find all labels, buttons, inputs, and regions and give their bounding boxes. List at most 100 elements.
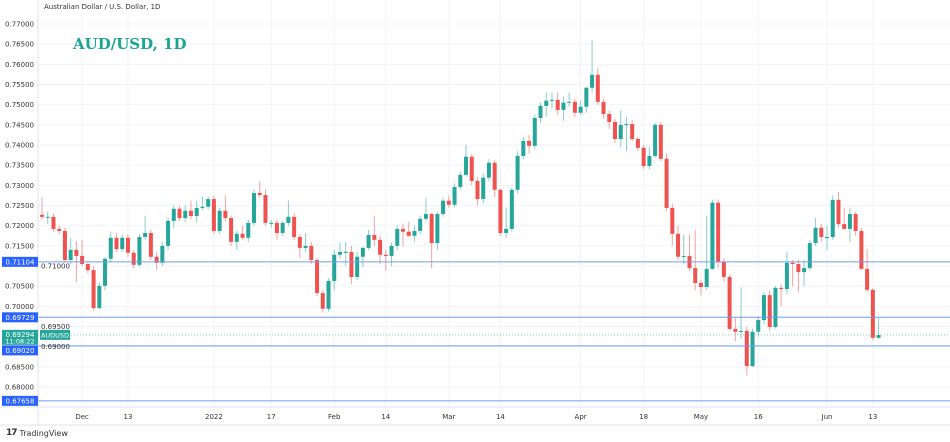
candle-body	[286, 216, 291, 223]
candle-body	[166, 220, 171, 246]
candle-down	[51, 213, 56, 232]
candle-up	[538, 102, 543, 123]
candle-body	[269, 222, 274, 224]
instrument-header: Australian Dollar / U.S. Dollar, 1D	[44, 3, 161, 11]
candle-body	[51, 216, 56, 229]
candle-body	[836, 199, 841, 225]
candle-body	[464, 156, 469, 175]
candle-down	[297, 234, 302, 258]
candle-body	[544, 100, 549, 106]
candle-body	[125, 237, 130, 253]
candle-body	[297, 236, 302, 248]
candle-body	[469, 156, 474, 181]
candle-down	[658, 121, 663, 162]
candle-body	[206, 199, 211, 207]
time-tick-label: 18	[639, 413, 648, 421]
time-axis[interactable]: Dec 13 2022 17 Feb 14 Mar 14 Apr 18 May 16 Jun 13	[0, 406, 950, 426]
candle-down	[292, 213, 297, 240]
candle-body	[303, 245, 308, 248]
candle-body	[486, 162, 491, 178]
candle-up	[269, 219, 274, 228]
candle-body	[613, 122, 617, 139]
candle-body	[876, 335, 881, 338]
candle-body	[870, 289, 875, 338]
candle-up	[389, 242, 394, 267]
candle-body	[412, 230, 417, 236]
candle-body	[337, 251, 342, 255]
candle-down	[687, 234, 692, 271]
candle-body	[263, 195, 268, 223]
symbol-label-bg	[40, 329, 70, 340]
time-tick-label: 2022	[205, 413, 223, 421]
candle-body	[372, 234, 377, 240]
candle-body	[395, 228, 400, 246]
candle-up	[246, 219, 251, 242]
time-tick-label: 14	[496, 413, 505, 421]
candle-body	[710, 202, 715, 269]
candle-down	[693, 229, 698, 291]
candle-up	[412, 225, 417, 242]
candle-body	[865, 268, 870, 290]
level-label-bg	[2, 312, 38, 323]
candle-body	[739, 330, 744, 332]
time-tick-label: 13	[123, 413, 132, 421]
candle-body	[756, 320, 761, 332]
candle-body	[234, 233, 239, 242]
candle-body	[635, 138, 640, 148]
candle-up	[458, 171, 463, 190]
candle-body	[148, 232, 153, 257]
candle-down	[630, 120, 635, 141]
price-tick-label: 0.74500	[5, 121, 34, 129]
candle-up	[252, 189, 257, 226]
candle-up	[97, 282, 102, 310]
level-label: 0.69020	[6, 347, 35, 355]
time-tick-label: Jun	[821, 413, 833, 421]
candle-up	[464, 145, 469, 177]
candle-body	[796, 264, 801, 273]
candle-body	[475, 180, 480, 200]
candle-down	[641, 145, 646, 170]
candle-body	[441, 200, 446, 215]
candle-down	[315, 257, 320, 297]
candle-body	[274, 222, 279, 233]
candle-up	[68, 237, 73, 265]
candle-body	[807, 243, 812, 269]
candle-body	[549, 99, 554, 101]
tradingview-logo[interactable]: 17 TradingView	[6, 428, 68, 438]
candle-body	[131, 252, 136, 265]
candle-body	[257, 193, 262, 196]
candle-body	[137, 236, 142, 265]
candle-body	[578, 106, 583, 113]
level-label-bg	[2, 345, 38, 356]
candle-up	[143, 215, 148, 240]
tradingview-brand: TradingView	[19, 428, 68, 438]
candle-up	[217, 207, 222, 234]
price-axis[interactable]: 0.77000 0.76500 0.76000 0.75500 0.75000 0.745…	[0, 0, 70, 425]
candle-up	[750, 328, 755, 367]
candle-body	[85, 264, 90, 271]
candle-up	[624, 116, 629, 152]
current-price-label-bg	[2, 329, 38, 345]
candle-up	[355, 251, 360, 281]
candle-body	[670, 207, 675, 234]
candle-down	[62, 227, 67, 263]
candle-down	[744, 326, 749, 376]
candle-up	[584, 86, 589, 113]
candle-body	[62, 230, 67, 260]
candle-body	[332, 254, 337, 281]
time-tick-label: May	[694, 413, 708, 421]
price-tick-label: 0.75000	[5, 101, 34, 109]
candle-body	[733, 328, 738, 332]
candle-body	[160, 245, 165, 263]
candle-up	[486, 159, 491, 182]
time-tick-label: Dec	[75, 413, 89, 421]
candle-body	[784, 262, 789, 290]
candle-down	[309, 241, 314, 265]
candle-up	[756, 316, 761, 337]
candle-down	[601, 98, 606, 119]
candle-body	[452, 186, 457, 205]
candle-up	[578, 100, 583, 115]
candle-down	[527, 134, 532, 154]
candle-down	[40, 197, 44, 220]
